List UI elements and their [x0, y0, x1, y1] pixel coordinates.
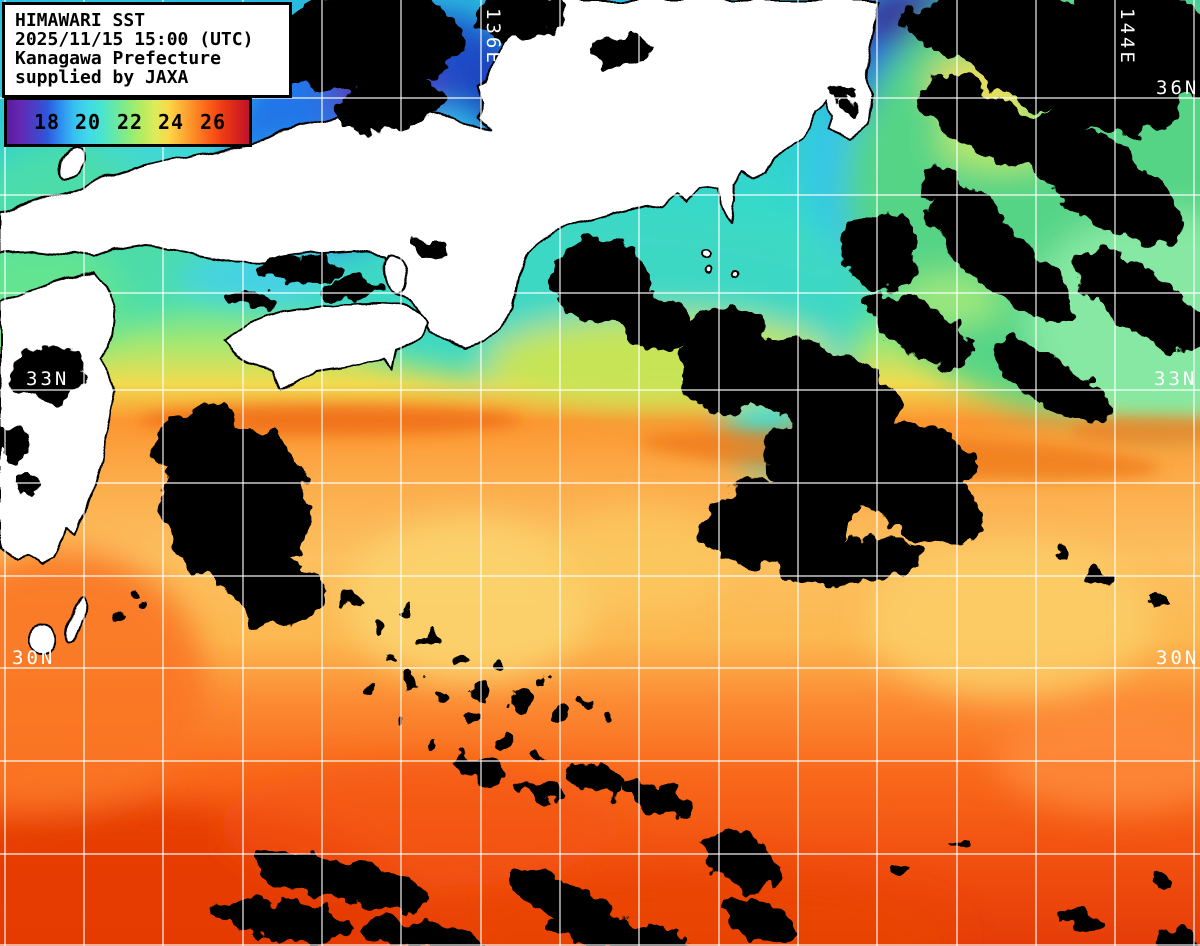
latitude-label: 33N — [1154, 368, 1197, 390]
colorbar-gradient — [7, 100, 249, 144]
land-izu-island — [697, 249, 709, 261]
latitude-label: 30N — [12, 647, 55, 669]
provider: Kanagawa Prefecture — [15, 48, 221, 69]
land-shikoku — [221, 300, 429, 391]
colorbar-tick: 20 — [74, 110, 102, 134]
longitude-label: 136E — [482, 8, 504, 66]
product-name: HIMAWARI SST — [15, 10, 146, 31]
grid-labels: 136E 144E 36N 33N 33N 30N 30N — [12, 8, 1199, 669]
latitude-label: 36N — [1156, 77, 1199, 99]
colorbar: 18 20 22 24 26 — [4, 97, 252, 147]
land-izu-island — [704, 268, 712, 276]
colorbar-tick: 22 — [116, 110, 144, 134]
land-layer — [0, 0, 879, 654]
colorbar-tick: 26 — [199, 110, 227, 134]
latitude-label: 30N — [1156, 647, 1199, 669]
land-honshu — [0, 0, 879, 351]
land-tsushima-island — [59, 146, 85, 178]
longitude-label: 144E — [1116, 8, 1138, 66]
colorbar-tick: 24 — [157, 110, 185, 134]
timestamp: 2025/11/15 15:00 (UTC) — [15, 29, 254, 50]
land-awaji-island — [385, 254, 409, 294]
land-izu-island — [731, 269, 739, 277]
data-credit: supplied by JAXA — [15, 67, 189, 88]
latitude-label: 33N — [26, 368, 69, 390]
land-yakushima-island — [27, 624, 57, 654]
title-box: HIMAWARI SST 2025/11/15 15:00 (UTC) Kana… — [2, 2, 292, 98]
colorbar-tick: 18 — [33, 110, 61, 134]
